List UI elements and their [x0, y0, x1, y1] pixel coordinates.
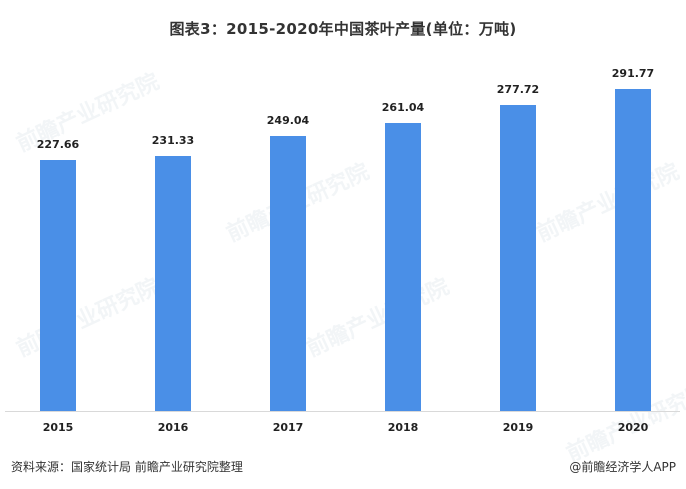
x-tick-label: 2020	[617, 421, 649, 434]
x-tick-label: 2019	[502, 421, 534, 434]
watermark: 前瞻产业研究院	[12, 274, 164, 363]
bar-2018	[385, 123, 421, 411]
value-label: 277.72	[496, 82, 540, 96]
value-label: 261.04	[381, 101, 425, 115]
x-tick-label: 2017	[272, 421, 304, 434]
bar-2016	[155, 155, 191, 411]
chart-title: 图表3：2015-2020年中国茶叶产量(单位：万吨)	[169, 20, 517, 38]
x-axis-line	[5, 411, 680, 412]
bar-2020	[615, 89, 651, 411]
x-tick-label: 2015	[42, 421, 74, 434]
value-label: 227.66	[36, 138, 80, 151]
source-note: 资料来源：国家统计局 前瞻产业研究院整理	[11, 460, 243, 474]
bar-2019	[500, 104, 536, 411]
x-tick-label: 2016	[157, 421, 189, 434]
value-label: 249.04	[266, 114, 310, 128]
bar-2017	[270, 136, 306, 411]
watermark: 前瞻产业研究院	[302, 274, 454, 363]
bar-2015	[40, 160, 76, 411]
value-label: 231.33	[151, 133, 195, 147]
credit-note: @前瞻经济学人APP	[569, 460, 676, 474]
value-label: 291.77	[611, 67, 655, 80]
x-tick-label: 2018	[387, 421, 419, 434]
watermark: 前瞻产业研究院	[532, 159, 684, 248]
